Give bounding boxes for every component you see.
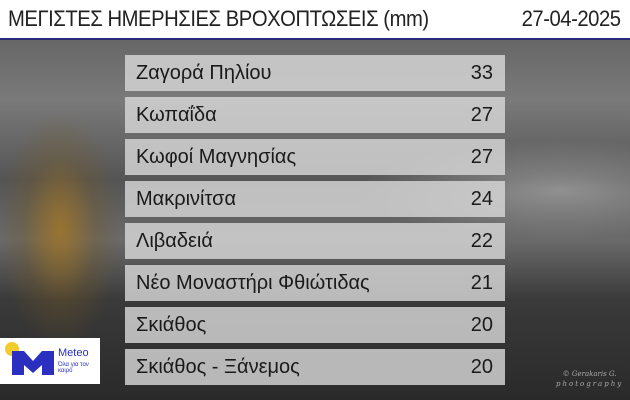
rainfall-value: 20 — [470, 313, 493, 336]
list-item: Μακρινίτσα 24 — [125, 181, 505, 217]
page-title: ΜΕΓΙΣΤΕΣ ΗΜΕΡΗΣΙΕΣ ΒΡΟΧΟΠΤΩΣΕΙΣ (mm) — [8, 6, 429, 31]
rainfall-value: 20 — [470, 355, 493, 378]
station-name: Μακρινίτσα — [136, 187, 237, 210]
rainfall-value: 27 — [470, 103, 493, 126]
station-name: Νέο Μοναστήρι Φθιώτιδας — [136, 271, 370, 294]
m-logo-icon — [12, 351, 54, 375]
station-name: Σκιάθος — [136, 313, 207, 336]
watermark-line2: photography — [556, 380, 624, 388]
station-name: Κωπαΐδα — [136, 103, 217, 126]
rainfall-value: 33 — [470, 61, 493, 84]
rainfall-value: 22 — [470, 229, 493, 252]
meteo-logo: Meteo Όλα για τον καιρό — [0, 338, 100, 384]
logo-tagline: Όλα για τον καιρό — [58, 362, 89, 374]
header: ΜΕΓΙΣΤΕΣ ΗΜΕΡΗΣΙΕΣ ΒΡΟΧΟΠΤΩΣΕΙΣ (mm) 27-… — [0, 0, 630, 40]
station-name: Σκιάθος - Ξάνεμος — [136, 355, 300, 378]
watermark-line1: © Gerakaris G. — [562, 370, 617, 378]
rainfall-value: 21 — [470, 271, 493, 294]
list-item: Σκιάθος 20 — [125, 307, 505, 343]
list-item: Λιβαδειά 22 — [125, 223, 505, 259]
list-item: Κωφοί Μαγνησίας 27 — [125, 139, 505, 175]
station-name: Λιβαδειά — [136, 229, 213, 252]
list-item: Σκιάθος - Ξάνεμος 20 — [125, 349, 505, 385]
list-item: Νέο Μοναστήρι Φθιώτιδας 21 — [125, 265, 505, 301]
station-name: Κωφοί Μαγνησίας — [136, 145, 297, 168]
list-item: Κωπαΐδα 27 — [125, 97, 505, 133]
list-item: Ζαγορά Πηλίου 33 — [125, 55, 505, 91]
rainfall-value: 27 — [470, 145, 493, 168]
date: 27-04-2025 — [522, 6, 621, 31]
photo-watermark: © Gerakaris G. photography — [556, 369, 623, 389]
rainfall-value: 24 — [470, 187, 493, 210]
logo-brand: Meteo — [58, 347, 89, 359]
station-name: Ζαγορά Πηλίου — [136, 61, 272, 84]
